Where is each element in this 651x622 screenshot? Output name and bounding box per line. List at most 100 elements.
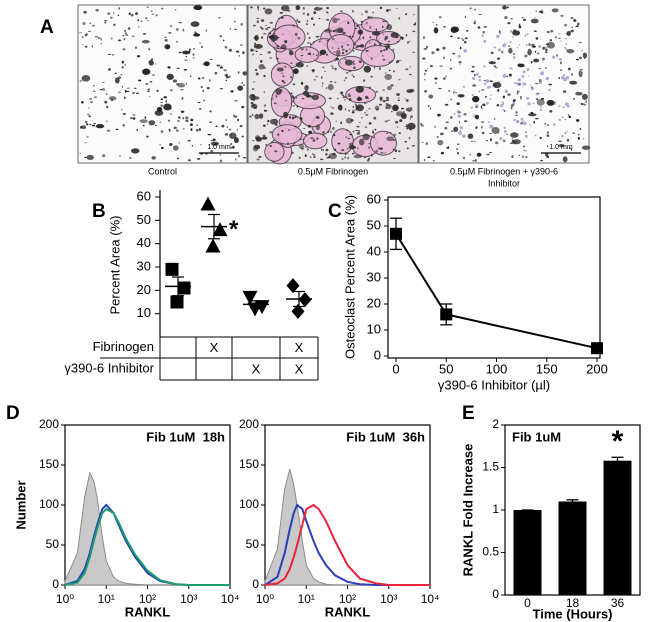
stain-speck <box>483 65 486 68</box>
stain-speck <box>522 70 526 74</box>
stain-speck <box>485 79 490 84</box>
speck <box>164 36 167 39</box>
speck <box>320 158 324 161</box>
stain-speck <box>509 41 512 44</box>
speck <box>580 103 584 105</box>
stain-speck <box>499 137 503 141</box>
speck <box>581 50 583 52</box>
speck <box>219 67 224 69</box>
speck <box>384 72 387 74</box>
speck <box>305 48 308 51</box>
speck <box>413 13 415 16</box>
speck <box>113 12 115 14</box>
speck <box>277 133 280 136</box>
speck <box>369 26 372 29</box>
speck <box>131 35 135 38</box>
speck <box>365 50 369 52</box>
osteoclast <box>369 130 397 156</box>
speck <box>401 36 404 40</box>
speck <box>182 128 185 130</box>
speck <box>280 44 287 50</box>
speck <box>368 86 372 89</box>
x-axis-label: RANKL <box>125 604 171 619</box>
speck <box>160 101 164 104</box>
speck <box>355 25 359 27</box>
speck <box>276 67 284 72</box>
stain-speck <box>563 77 567 82</box>
speck <box>269 57 273 59</box>
stain-speck <box>509 67 512 70</box>
speck <box>439 132 444 136</box>
speck <box>402 111 405 113</box>
speck <box>175 129 179 132</box>
speck <box>453 90 455 94</box>
speck <box>434 125 436 129</box>
speck <box>203 61 210 67</box>
speck <box>373 43 376 46</box>
speck <box>447 145 450 149</box>
speck <box>263 104 267 107</box>
speck <box>93 96 98 98</box>
speck <box>352 130 355 133</box>
speck <box>350 69 352 72</box>
speck <box>198 108 202 110</box>
speck <box>540 159 544 162</box>
speck <box>232 145 235 149</box>
speck <box>507 93 511 96</box>
speck <box>356 147 359 150</box>
speck <box>379 147 383 150</box>
speck <box>541 57 545 61</box>
speck <box>285 6 288 9</box>
speck <box>534 50 537 53</box>
speck <box>164 39 168 42</box>
speck <box>474 73 476 77</box>
speck <box>237 71 240 74</box>
speck <box>242 84 246 86</box>
stain-speck <box>540 71 545 76</box>
speck <box>128 12 131 15</box>
speck <box>541 97 545 100</box>
speck <box>174 9 177 11</box>
speck <box>317 93 319 96</box>
speck <box>243 71 245 75</box>
speck <box>510 104 515 107</box>
speck <box>385 99 390 102</box>
data-point <box>591 342 603 355</box>
speck <box>234 28 237 30</box>
speck <box>312 53 315 56</box>
speck <box>348 69 351 73</box>
speck <box>122 34 125 37</box>
speck <box>315 35 319 38</box>
stain-speck <box>486 101 489 105</box>
speck <box>306 148 309 151</box>
speck <box>209 110 212 113</box>
speck <box>486 139 488 142</box>
speck <box>121 66 124 69</box>
speck <box>452 52 455 55</box>
speck <box>364 126 368 128</box>
speck <box>160 146 164 150</box>
speck <box>196 128 199 132</box>
speck <box>311 94 320 101</box>
y-axis-label: RANKL Fold Increase <box>460 444 475 577</box>
speck <box>353 154 363 159</box>
speck <box>215 142 217 145</box>
speck <box>535 37 539 40</box>
speck <box>233 137 239 144</box>
speck <box>142 124 145 127</box>
speck <box>159 121 162 123</box>
speck <box>101 154 106 158</box>
speck <box>333 81 337 84</box>
speck <box>310 137 314 140</box>
speck <box>226 126 229 128</box>
speck <box>302 7 305 10</box>
stain-speck <box>487 120 490 123</box>
speck <box>268 35 271 38</box>
speck <box>518 154 521 157</box>
speck <box>320 76 323 79</box>
speck <box>406 99 409 101</box>
speck <box>275 88 282 95</box>
speck <box>100 38 103 41</box>
speck <box>391 110 393 113</box>
speck <box>297 20 301 23</box>
